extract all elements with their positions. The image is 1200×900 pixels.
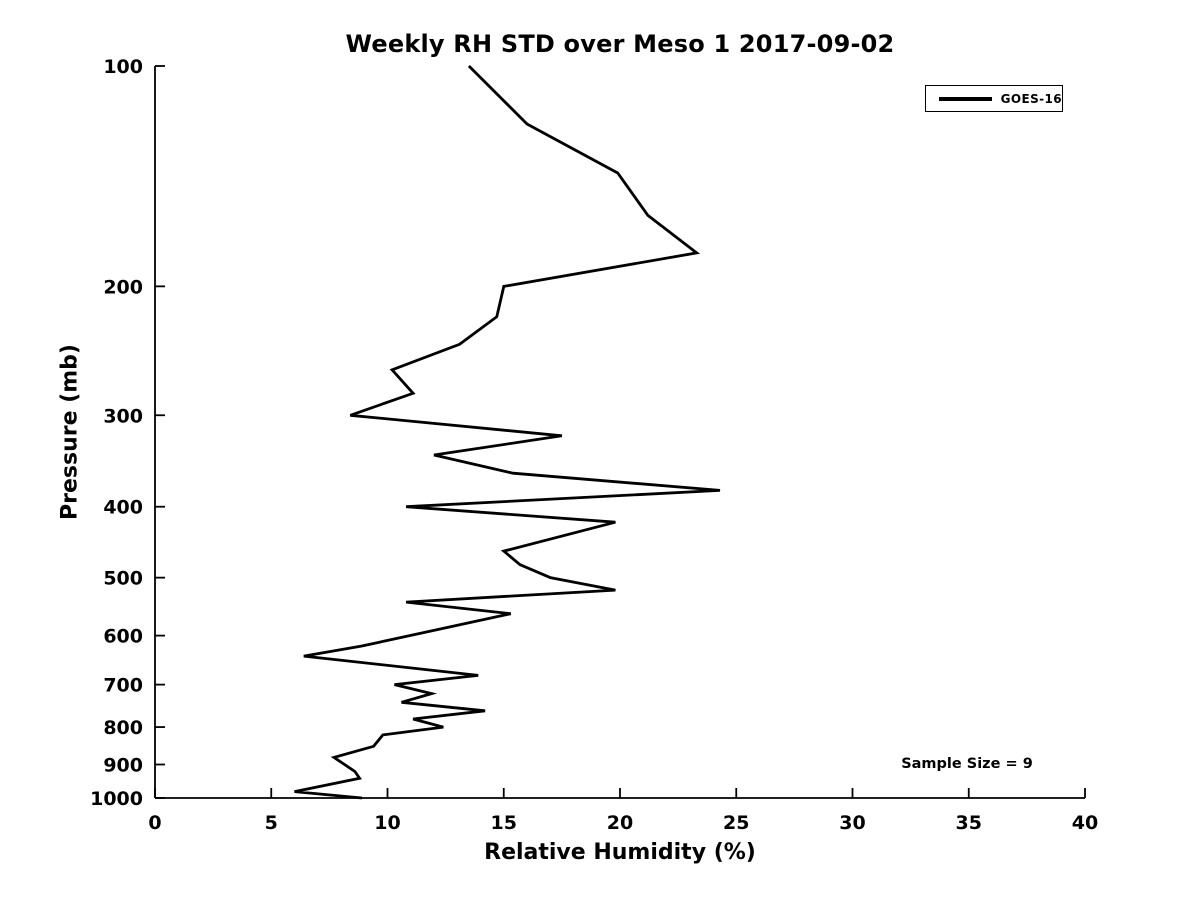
legend-label: GOES-16 bbox=[1000, 91, 1062, 106]
chart-title: Weekly RH STD over Meso 1 2017-09-02 bbox=[345, 30, 895, 58]
y-axis-label: Pressure (mb) bbox=[57, 344, 83, 520]
y-tick-label: 500 bbox=[103, 568, 143, 590]
y-tick-label: 800 bbox=[103, 717, 143, 739]
goes-16-data-line bbox=[294, 65, 721, 800]
x-tick-label: 10 bbox=[374, 812, 400, 834]
y-tick-label: 1000 bbox=[90, 788, 143, 810]
x-axis-label: Relative Humidity (%) bbox=[484, 840, 756, 865]
legend: GOES-16 bbox=[925, 85, 1063, 112]
x-tick-label: 20 bbox=[607, 812, 633, 834]
x-tick-label: 40 bbox=[1072, 812, 1098, 834]
y-tick-label: 300 bbox=[103, 405, 143, 427]
x-tick-label: 35 bbox=[956, 812, 982, 834]
y-tick-label: 900 bbox=[103, 755, 143, 777]
y-tick-label: 600 bbox=[103, 626, 143, 648]
x-tick-label: 0 bbox=[148, 812, 161, 834]
y-tick-label: 400 bbox=[103, 497, 143, 519]
x-tick-label: 5 bbox=[265, 812, 278, 834]
y-tick-label: 100 bbox=[103, 56, 143, 78]
y-tick-label: 200 bbox=[103, 276, 143, 298]
x-tick-label: 30 bbox=[839, 812, 865, 834]
legend-line-sample bbox=[939, 96, 992, 101]
sample-size-annotation: Sample Size = 9 bbox=[901, 756, 1033, 772]
x-tick-label: 25 bbox=[723, 812, 749, 834]
x-tick-label: 15 bbox=[491, 812, 517, 834]
y-tick-label: 700 bbox=[103, 675, 143, 697]
